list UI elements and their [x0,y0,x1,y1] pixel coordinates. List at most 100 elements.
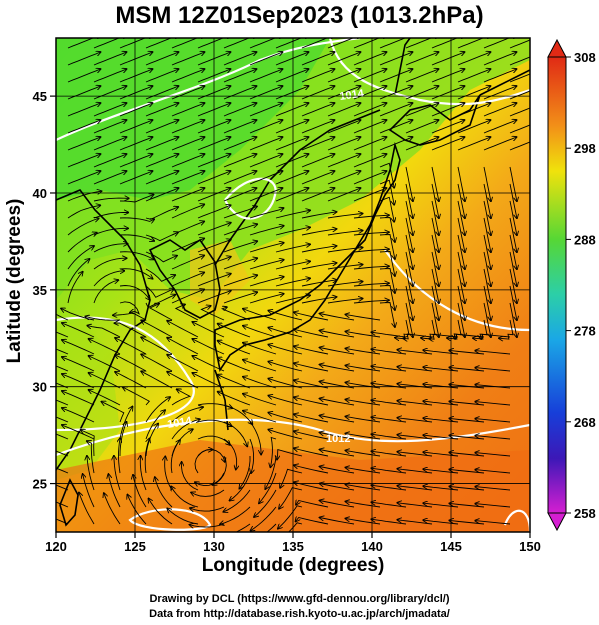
streamline [56,365,69,372]
isobar-label: 1014 [339,88,366,103]
streamline [475,487,511,491]
streamline [141,371,173,389]
streamline [431,217,439,252]
x-tick-label: 150 [519,539,541,554]
streamline [268,311,303,321]
streamline [249,226,284,236]
isobar-east [384,249,530,332]
streamline [509,285,517,320]
streamline [145,251,177,263]
streamline [119,154,153,168]
streamline [133,475,147,508]
streamline [371,400,407,406]
streamline [93,52,127,66]
streamline [220,307,251,321]
streamline [171,238,204,253]
streamline [171,137,205,151]
streamline [353,38,387,49]
streamline [223,275,257,287]
streamline [67,218,99,236]
streamline [353,154,387,168]
streamline [190,507,225,511]
streamline [266,523,277,532]
streamline [294,346,329,355]
streamline [405,234,413,269]
streamline [93,120,127,134]
streamline [171,154,205,168]
streamline [431,103,465,117]
streamline [223,52,257,66]
streamline [296,518,329,525]
streamline [249,38,283,49]
streamline [405,137,439,151]
colorbar-max-arrow [547,38,567,58]
streamline [62,391,95,406]
streamline [182,462,199,491]
streamline [141,320,173,338]
streamline [243,326,277,338]
streamline [483,302,491,337]
streamline [93,271,124,287]
streamline [145,171,179,185]
streamline [431,137,465,151]
streamline [431,69,465,83]
streamline [320,314,355,321]
streamline [327,171,361,185]
streamline [475,419,511,423]
y-tick-label: 25 [33,477,47,492]
streamline [67,52,101,66]
streamline [67,154,101,168]
streamline [353,249,389,253]
streamline [119,137,153,151]
streamline [327,231,363,236]
streamline [62,425,95,440]
streamline [301,120,335,134]
streamline [249,69,283,83]
streamline [379,234,395,260]
streamline [320,450,355,457]
streamline [278,505,303,529]
streamline [327,86,361,100]
streamline [250,438,254,473]
streamline [67,69,101,83]
streamline [119,38,153,49]
streamline [353,283,389,287]
streamline [457,183,465,218]
streamline [327,38,361,49]
streamline [405,200,413,235]
streamline [483,217,491,252]
streamline [345,434,381,440]
streamline [475,368,511,372]
colorbar: 308 298 288 278 268 258 [547,38,596,532]
streamline [509,234,517,269]
streamline [93,280,118,304]
streamline [353,103,387,117]
streamline [119,86,153,100]
streamline [141,337,173,355]
streamline [249,52,283,66]
streamline [93,154,127,168]
streamline [171,171,205,185]
streamline [249,243,284,253]
y-tick-label: 45 [33,89,47,104]
y-tick-label: 35 [33,283,47,298]
streamline [379,217,395,243]
streamline [353,52,387,66]
streamline [145,295,175,309]
streamline [301,154,335,168]
streamline [171,407,203,423]
streamline [345,519,381,525]
streamline [171,204,204,219]
streamline [167,338,199,355]
streamline [230,472,251,501]
streamline [275,171,309,185]
streamline [483,52,517,66]
streamline [457,52,491,66]
streamline [114,456,121,491]
streamline [56,518,69,525]
streamline [275,103,309,117]
streamline [275,137,309,151]
streamline [218,341,251,355]
streamline [167,355,199,372]
streamline [62,323,95,338]
